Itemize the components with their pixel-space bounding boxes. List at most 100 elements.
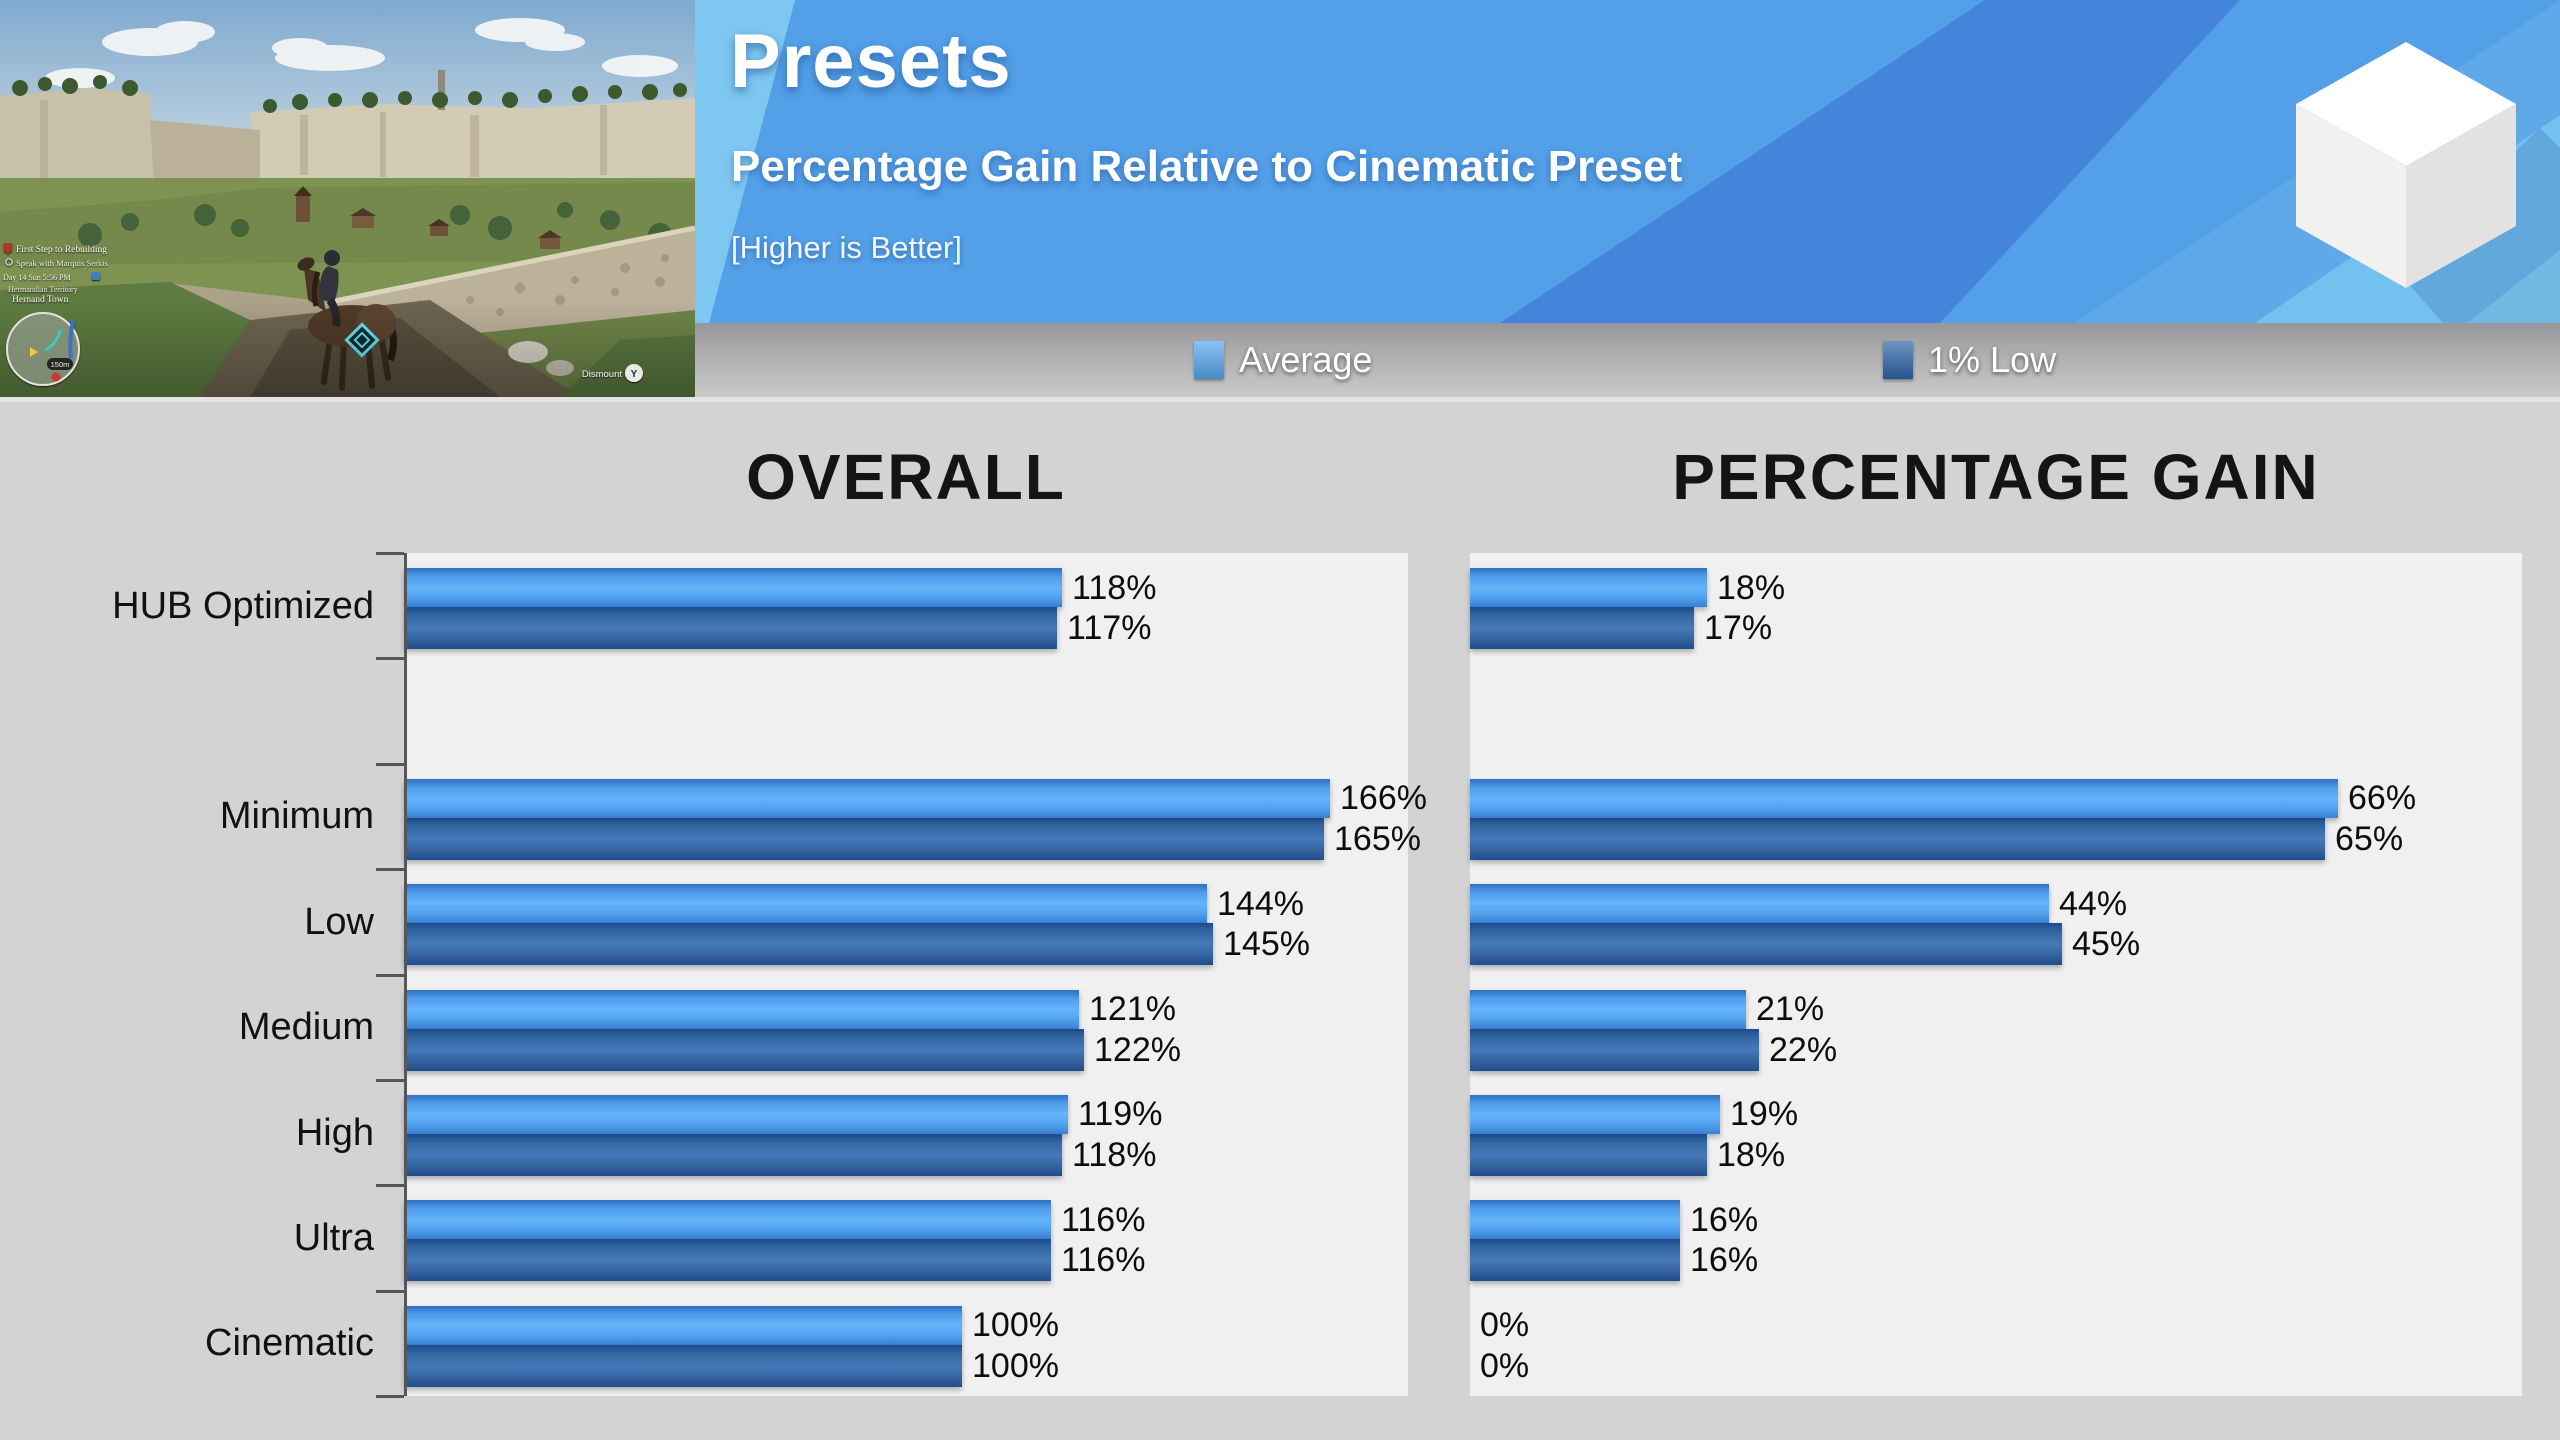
minimap-path [45,329,62,352]
value-label: 44% [2059,884,2128,923]
legend-bar: Average 1% Low [695,323,2560,397]
bar-average [404,568,1062,607]
value-label: 19% [1730,1095,1799,1134]
value-label: 66% [2348,779,2417,818]
value-label: 16% [1690,1200,1759,1239]
map-distance: 150m [51,360,70,369]
game-hud: First Step to Rebuilding Speak with Marq… [3,243,643,386]
chart-title-percentage-gain: PERCENTAGE GAIN [1672,441,2320,513]
value-label: 122% [1094,1030,1181,1069]
header-background [695,0,2560,323]
bar-average [404,1305,962,1345]
value-label: 45% [2072,925,2141,964]
axis-tick [376,552,404,555]
player-arrow-icon [30,347,38,357]
cube-logo-icon [2296,42,2516,288]
quest-objective: Speak with Marquis Serkis [16,258,108,268]
bar-1-percent-low [1470,817,2325,860]
value-label: 166% [1340,779,1427,818]
1-percent-low-swatch-icon [1883,341,1913,379]
bar-1-percent-low [404,923,1213,966]
category-label: HUB Optimized [112,584,374,627]
bar-average [404,1200,1051,1240]
axis-tick [376,1395,404,1398]
autosave-icon [92,272,100,280]
quest-title: First Step to Rebuilding [16,245,107,255]
bar-1-percent-low [404,817,1324,860]
bar-1-percent-low [404,1344,962,1387]
game-screenshot: First Step to Rebuilding Speak with Marq… [0,0,695,397]
bar-average [1470,778,2338,818]
value-label: 18% [1717,1135,1786,1174]
value-label: 119% [1078,1095,1163,1134]
bar-1-percent-low [404,1239,1051,1282]
minimap: 150m [6,312,80,386]
axis-tick [376,868,404,871]
bar-1-percent-low [404,1028,1084,1071]
dismount-label: Dismount [582,369,622,380]
category-label: High [295,1111,374,1154]
higher-is-better-note: [Higher is Better] [731,230,962,265]
value-label: 144% [1217,884,1304,923]
value-label: 100% [972,1306,1059,1345]
bar-average [1470,989,1746,1029]
chart-overall: HUB Optimized Minimum Low Medium High Ultra Ci… [0,552,1427,1398]
valley-trees [78,202,672,247]
bar-1-percent-low [1470,923,2062,966]
legend-label-1-percent-low: 1% Low [1928,339,2057,380]
percentage-gain-plot-area: 18% 17% 66% 65% 44% 45% 21% 22% 19% 18% 16% 16% 0% 0% [1470,553,2522,1396]
distant-tower [438,70,445,110]
value-label: 22% [1769,1030,1838,1069]
average-swatch-icon [1194,341,1224,379]
map-marker-icon [51,372,61,382]
minimap-road [68,319,75,359]
value-label: 165% [1334,819,1421,858]
bar-1-percent-low [1470,607,1694,649]
axis-tick [376,1079,404,1082]
y-axis-line [404,553,407,1396]
value-label: 116% [1061,1200,1146,1239]
chart-title-overall: OVERALL [746,441,1066,513]
value-label: 16% [1690,1241,1759,1280]
page-subtitle: Percentage Gain Relative to Cinematic Pr… [731,142,1683,191]
limestone-cliffs [0,70,695,212]
value-label: 118% [1072,568,1157,607]
bar-1-percent-low [404,1133,1062,1176]
bar-average [404,884,1207,924]
vignette [0,300,695,397]
objective-icon [5,258,13,266]
bar-average [404,778,1330,818]
hud-town: Hernand Town [12,295,69,305]
value-label: 65% [2335,819,2404,858]
axis-tick [376,657,404,660]
bar-1-percent-low [1470,1239,1680,1282]
village-houses [294,186,562,249]
y-button-glyph: Y [631,369,638,380]
game-scene: First Step to Rebuilding Speak with Marq… [0,0,695,397]
quest-icon [4,243,12,254]
chart-percentage-gain: 18% 17% 66% 65% 44% 45% 21% 22% 19% 18% 16% 16% 0% 0% [1470,553,2522,1396]
category-label: Ultra [293,1216,374,1259]
axis-tick [376,763,404,766]
axis-tick [376,974,404,977]
category-label: Cinematic [205,1322,374,1365]
page-title: Presets [730,19,1012,104]
cliff-top-trees [12,75,687,113]
bar-average [1470,884,2049,924]
bar-average [1470,1094,1720,1134]
value-label: 0% [1480,1306,1530,1345]
bar-average [1470,1200,1680,1240]
bar-average [404,989,1079,1029]
value-label: 18% [1717,568,1786,607]
y-button-icon [625,364,643,382]
value-label: 118% [1072,1135,1157,1174]
category-label: Minimum [219,795,374,838]
bar-1-percent-low [1470,1028,1759,1071]
bar-average [1470,568,1707,607]
value-label: 0% [1480,1346,1530,1385]
axis-tick [376,1184,404,1187]
value-label: 121% [1089,990,1176,1028]
divider [0,397,2560,402]
legend-label-average: Average [1239,339,1373,380]
category-label: Medium [238,1006,374,1049]
